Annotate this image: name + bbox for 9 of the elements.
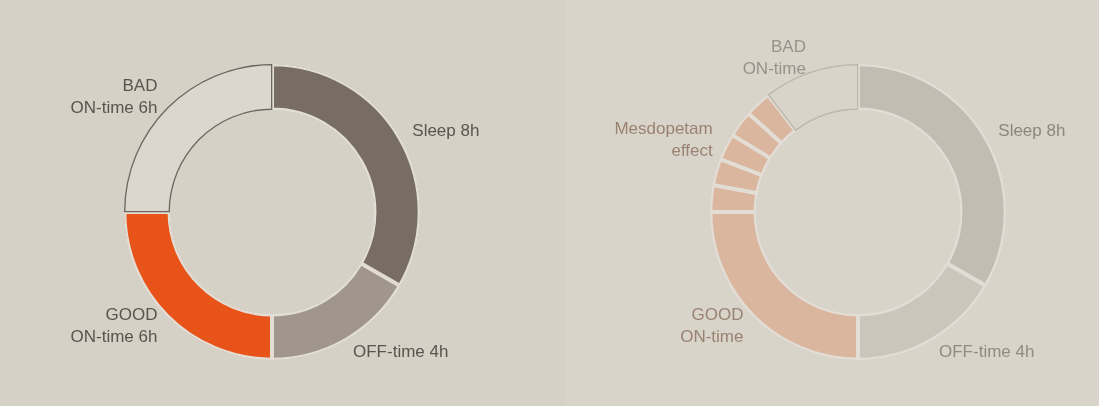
slice-label: OFF-time 4h [353,341,449,361]
slice-label: Mesdopetam effect [614,119,713,161]
slice-label: Sleep 8h [412,120,480,140]
slice-label: GOOD ON-time 6h [70,305,158,347]
slice-label: Sleep 8h [998,120,1066,140]
slice-label: BAD ON-time 6h [70,76,158,118]
slice-label: OFF-time 4h [939,341,1035,361]
slice-label: GOOD ON-time [680,305,744,347]
slice-label: BAD ON-time [742,37,806,79]
